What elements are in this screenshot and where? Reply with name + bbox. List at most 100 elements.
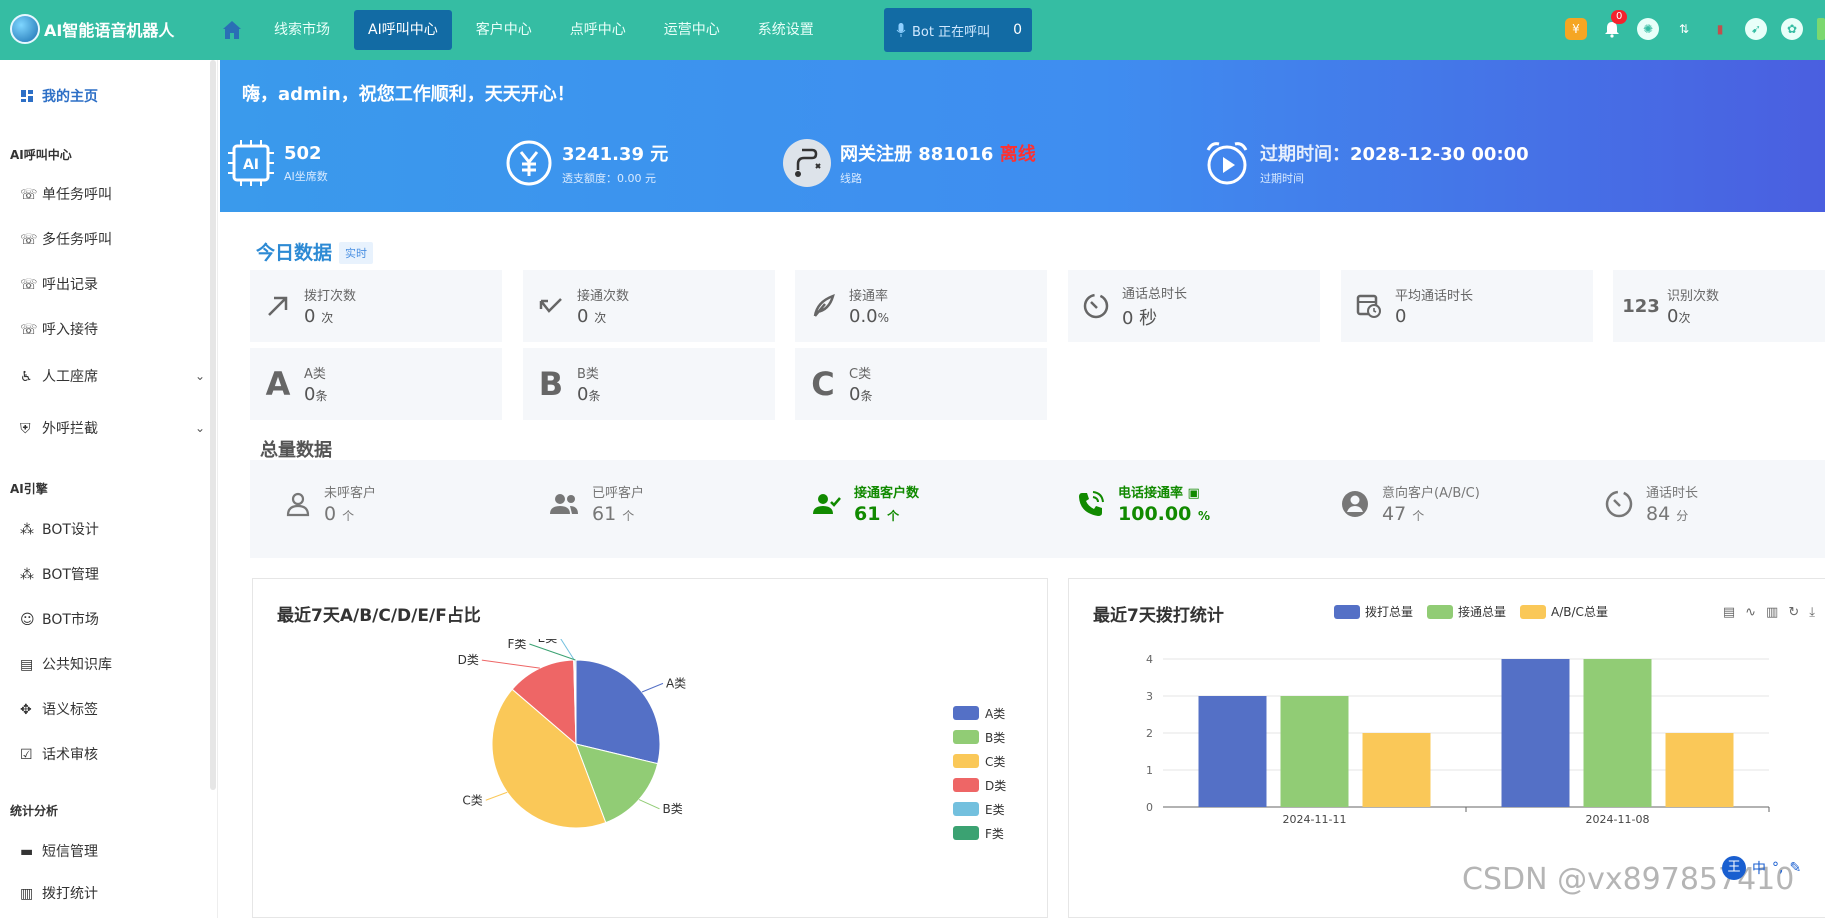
- save-image-icon[interactable]: ⤓: [1809, 605, 1815, 620]
- legend-swatch: [953, 730, 979, 744]
- compass-icon[interactable]: ➹: [1745, 18, 1767, 40]
- bot-calling-count: 0: [1013, 22, 1022, 38]
- sidebar-item-home[interactable]: 我的主页: [20, 86, 98, 106]
- pie-legend-item[interactable]: E类: [953, 797, 1006, 821]
- aperture-icon[interactable]: ✺: [1637, 18, 1659, 40]
- sidebar-item-agent-seats[interactable]: ♿ 人工座席 ⌄: [20, 366, 205, 386]
- card-label: 拨打次数: [304, 289, 357, 304]
- x-tick-label: 2024-11-08: [1586, 813, 1650, 826]
- legend-label: B类: [985, 730, 1006, 745]
- bot-calling-button[interactable]: Bot 正在呼叫 0: [884, 8, 1032, 52]
- stat-gateway: 网关注册 881016 离线 线路: [782, 138, 1036, 188]
- transfer-icon[interactable]: ⇅: [1678, 22, 1690, 36]
- yen-icon: [506, 140, 552, 186]
- line-chart-icon[interactable]: ∿: [1745, 605, 1757, 620]
- app-logo[interactable]: AI智能语音机器人: [10, 14, 174, 44]
- y-tick-label: 4: [1146, 653, 1153, 666]
- pie-label-1: B类: [662, 802, 682, 816]
- sidebar-item-bot-market[interactable]: ☺ BOT市场: [20, 609, 99, 629]
- y-tick-label: 1: [1146, 764, 1153, 777]
- pie-slice-3[interactable]: [511, 659, 577, 746]
- sidebar-item-inbound[interactable]: ☏ 呼入接待: [20, 319, 98, 339]
- sidebar-item-semantic-tags[interactable]: ✥ 语义标签: [20, 699, 98, 719]
- legend-label: F类: [985, 826, 1004, 841]
- phone-out-icon: ☏: [20, 277, 38, 293]
- wechat-icon[interactable]: ✿: [1781, 18, 1803, 40]
- nav-customer-center[interactable]: 客户中心: [475, 22, 532, 38]
- pie-slice-0[interactable]: [575, 659, 661, 765]
- bar-legend-item[interactable]: A/B/C总量: [1520, 603, 1608, 620]
- sidebar-group-statistics: 统计分析: [10, 804, 59, 818]
- user-icon: [286, 492, 310, 516]
- pie-slice-1[interactable]: [575, 743, 659, 824]
- timer-icon: [1083, 293, 1109, 319]
- sidebar-item-single-call[interactable]: ☏ 单任务呼叫: [20, 184, 112, 204]
- total-call-duration: 通话时长 84 分: [1604, 482, 1698, 525]
- sidebar-group-ai-engine: AI引擎: [10, 482, 48, 496]
- bar-legend-item[interactable]: 拨打总量: [1334, 603, 1413, 620]
- sidebar-item-dial-stats[interactable]: ▥ 拨打统计: [20, 886, 205, 900]
- bar-2-1[interactable]: [1665, 733, 1734, 807]
- sidebar-item-outbound-records[interactable]: ☏ 呼出记录: [20, 274, 98, 294]
- sidebar-item-knowledge-base[interactable]: ▤ 公共知识库: [20, 654, 112, 674]
- pie-legend-item[interactable]: D类: [953, 773, 1006, 797]
- app-title: AI智能语音机器人: [44, 21, 175, 40]
- total-intent-customers: 意向客户(A/B/C) 47 个: [1340, 482, 1480, 525]
- sidebar-item-label: 呼出记录: [42, 277, 98, 293]
- nav-system-settings[interactable]: 系统设置: [757, 22, 814, 38]
- total-value: 47: [1382, 503, 1407, 525]
- sidebar-item-multi-call[interactable]: ☏ 多任务呼叫: [20, 229, 112, 249]
- y-tick-label: 3: [1146, 690, 1153, 703]
- total-label: 已呼客户: [592, 486, 645, 501]
- legend-swatch: [953, 826, 979, 840]
- recharge-icon[interactable]: ¥: [1565, 18, 1587, 40]
- pie-slice-2[interactable]: [491, 688, 607, 829]
- nav-ai-call-center[interactable]: AI呼叫中心: [354, 10, 452, 50]
- sidebar-group-ai-call-center: AI呼叫中心: [10, 148, 72, 162]
- data-view-icon[interactable]: ▤: [1722, 605, 1736, 620]
- bar-2-0[interactable]: [1362, 733, 1431, 807]
- sidebar-item-label: BOT管理: [42, 567, 99, 583]
- home-icon[interactable]: [220, 18, 244, 42]
- ime-logo-icon: 王: [1722, 856, 1746, 880]
- restore-icon[interactable]: ↻: [1788, 605, 1800, 620]
- nav-dial-center[interactable]: 点呼中心: [569, 22, 626, 38]
- pie-legend-item[interactable]: F类: [953, 821, 1006, 845]
- pie-label-4: E类: [538, 639, 558, 645]
- book-icon: ▤: [20, 657, 34, 673]
- expire-prefix: 过期时间：: [1260, 144, 1350, 165]
- pie-legend-item[interactable]: B类: [953, 725, 1006, 749]
- sidebar-item-sms[interactable]: ▬ 短信管理: [20, 841, 98, 861]
- bar-chart-icon[interactable]: ▥: [1766, 605, 1779, 620]
- bell-icon[interactable]: 0: [1601, 10, 1628, 40]
- bot-status-label: Bot 正在呼叫: [912, 24, 991, 40]
- ime-toolbar[interactable]: 王 中 °, ✎: [1722, 856, 1801, 880]
- bookmark-icon[interactable]: ▮: [1716, 22, 1724, 36]
- bar-0-1[interactable]: [1501, 659, 1570, 807]
- pie-leader-line-5: [529, 643, 576, 661]
- pie-legend-item[interactable]: A类: [953, 701, 1006, 725]
- nav-leads-market[interactable]: 线索市场: [274, 22, 330, 38]
- info-icon[interactable]: ▣: [1187, 486, 1200, 501]
- user-circle-icon: [1342, 490, 1368, 517]
- legend-label: C类: [985, 754, 1006, 769]
- bar-legend-item[interactable]: 接通总量: [1427, 603, 1506, 620]
- sidebar-item-call-block[interactable]: ⛨ 外呼拦截 ⌄: [20, 418, 205, 438]
- arrow-up-right-icon: [268, 296, 288, 316]
- nav-operation-center[interactable]: 运营中心: [663, 22, 720, 38]
- card-unit: 条: [315, 389, 328, 403]
- card-dial-count: 拨打次数 0 次: [250, 270, 502, 342]
- sidebar-item-bot-design[interactable]: ⁂ BOT设计: [20, 519, 99, 539]
- edge-icon[interactable]: [1817, 18, 1825, 40]
- sidebar-scrollbar[interactable]: [210, 60, 216, 790]
- total-unit: 个: [342, 509, 355, 523]
- bar-1-1[interactable]: [1583, 659, 1652, 807]
- sidebar-item-script-review[interactable]: ☑ 话术审核: [20, 744, 98, 764]
- bar-0-0[interactable]: [1198, 696, 1267, 807]
- total-label: 接通客户数: [854, 486, 920, 501]
- sidebar-item-bot-manage[interactable]: ⁂ BOT管理: [20, 564, 99, 584]
- pie-legend-item[interactable]: C类: [953, 749, 1006, 773]
- card-class-c: C C类 0条: [795, 348, 1047, 420]
- bar-1-0[interactable]: [1280, 696, 1349, 807]
- pie-chart-panel: 最近7天A/B/C/D/E/F占比 A类 B类 C类 D类 E类 F类 A类 B类 C类 D类 E…: [252, 578, 1048, 918]
